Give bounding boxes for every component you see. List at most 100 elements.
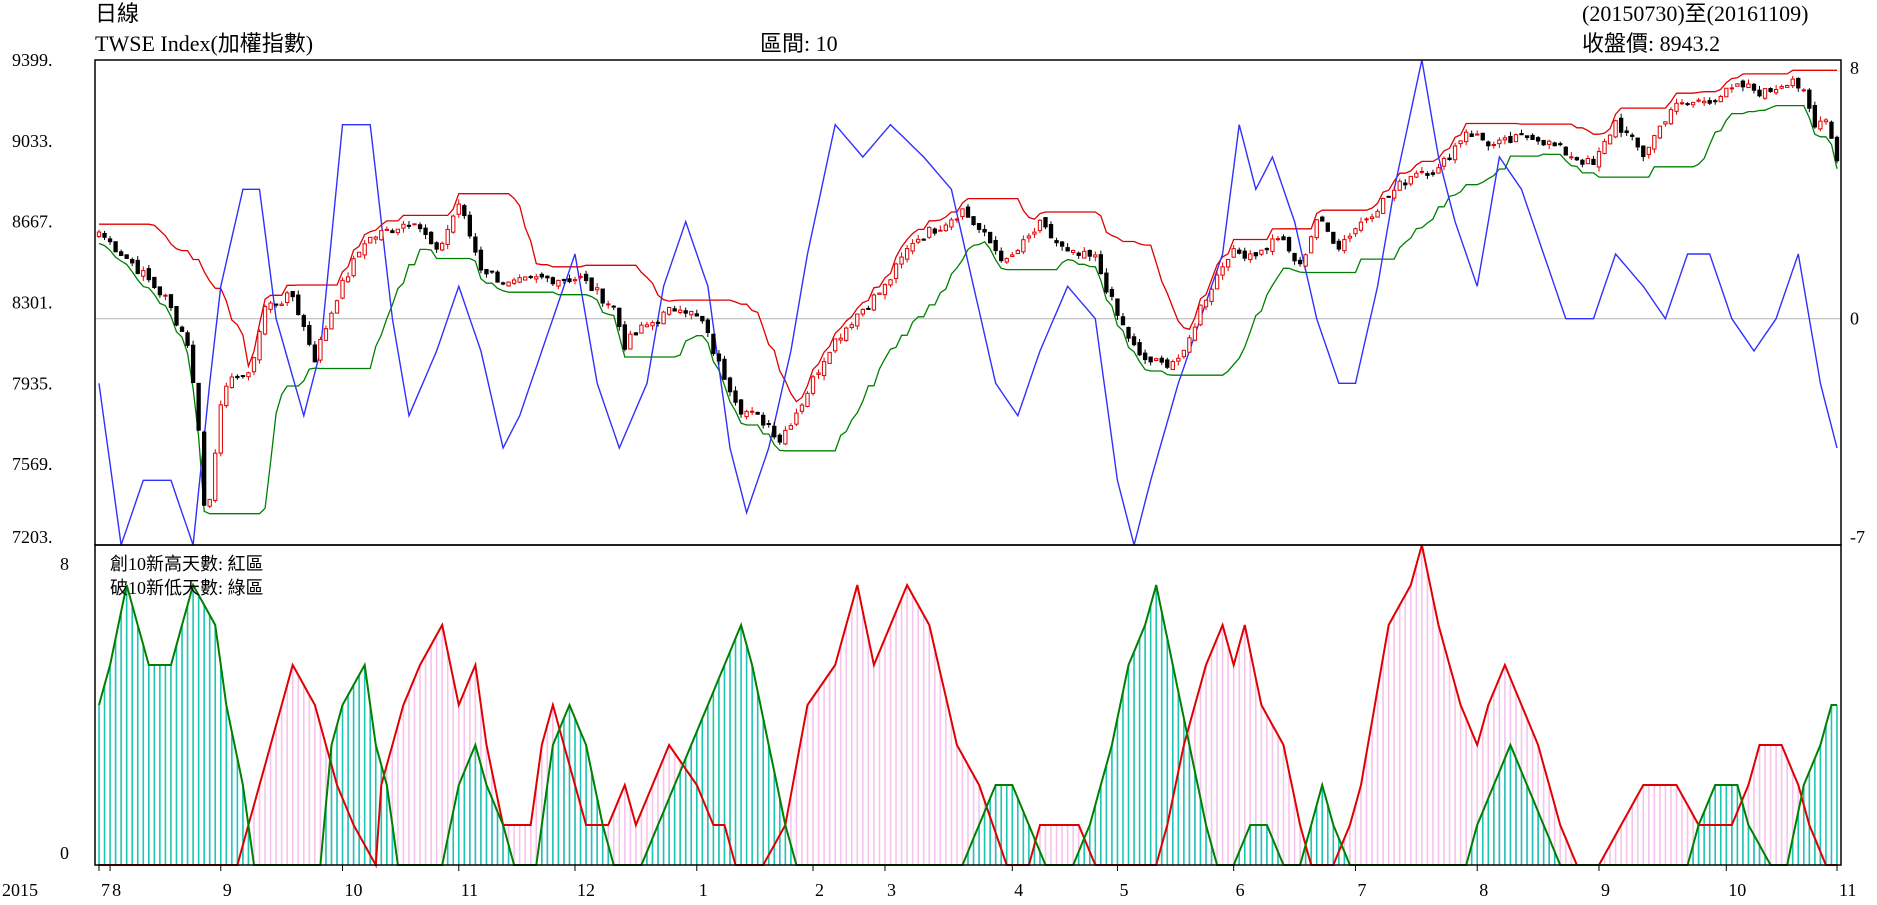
candle-body xyxy=(572,279,578,282)
candle xyxy=(1386,195,1391,198)
candle xyxy=(1707,97,1712,105)
candle xyxy=(1126,326,1131,342)
candle-body xyxy=(1314,219,1319,239)
candle-body xyxy=(1641,145,1646,158)
candle-body xyxy=(1104,272,1109,293)
candle xyxy=(1779,84,1784,90)
candle-body xyxy=(672,308,677,312)
candle-body xyxy=(174,305,179,326)
candle xyxy=(1082,247,1087,259)
ten-day-high-line xyxy=(99,69,1837,403)
candle xyxy=(1275,235,1281,242)
candle-body xyxy=(478,249,484,271)
candle-body xyxy=(1607,134,1613,145)
candle-body xyxy=(1109,288,1115,297)
candle xyxy=(1165,357,1170,370)
candle-body xyxy=(356,251,362,258)
candle xyxy=(550,276,556,287)
candle-body xyxy=(135,259,140,275)
candle-body xyxy=(1203,299,1209,308)
candle xyxy=(727,376,733,397)
candle xyxy=(1209,285,1214,306)
candle xyxy=(451,214,456,234)
candle-body xyxy=(1237,249,1242,254)
candle xyxy=(838,333,843,344)
candle-body xyxy=(855,313,860,327)
candle xyxy=(572,276,578,285)
candle xyxy=(1237,247,1242,255)
candle xyxy=(1674,98,1679,115)
candle-body xyxy=(484,268,489,275)
candle-body xyxy=(639,324,644,334)
candle xyxy=(1607,134,1613,145)
month-label: 4 xyxy=(1014,880,1023,900)
candle xyxy=(1369,213,1375,223)
candle-body xyxy=(229,376,235,389)
candle-body xyxy=(1192,326,1198,341)
candle-body xyxy=(949,219,954,228)
candle xyxy=(345,272,351,283)
candle-body xyxy=(1325,222,1330,232)
candle-body xyxy=(1668,109,1674,125)
month-label: 5 xyxy=(1119,880,1128,900)
price-tick-label: 9033. xyxy=(12,131,53,151)
candle-body xyxy=(838,337,843,341)
month-label: 8 xyxy=(1479,880,1488,900)
candle xyxy=(240,375,246,379)
candle xyxy=(1048,221,1054,239)
candle xyxy=(1685,102,1690,107)
candle-body xyxy=(1524,135,1530,138)
candle xyxy=(1430,169,1436,177)
candle-body xyxy=(412,223,417,226)
candle xyxy=(1225,258,1231,272)
candle-body xyxy=(694,313,699,317)
candle xyxy=(1392,186,1397,202)
candle xyxy=(871,293,877,312)
candle-body xyxy=(622,324,627,350)
candle-body xyxy=(1231,248,1236,258)
candle xyxy=(827,351,832,364)
price-tick-label: 7569. xyxy=(12,454,53,474)
candle xyxy=(1469,130,1474,138)
candle xyxy=(545,275,550,283)
candle-body xyxy=(1076,252,1081,256)
candle-body xyxy=(1585,157,1591,165)
candle xyxy=(622,320,627,352)
candle xyxy=(523,276,528,281)
candle-body xyxy=(1535,137,1541,142)
candle-body xyxy=(810,376,816,394)
candle-body xyxy=(916,238,921,243)
range-indicator: 區間: 10 xyxy=(760,32,838,56)
candle xyxy=(1436,163,1441,174)
candle-body xyxy=(943,224,949,232)
candle-body xyxy=(1414,172,1419,178)
candle xyxy=(628,330,633,350)
candle xyxy=(1524,135,1530,141)
candle-body xyxy=(141,270,146,277)
candle xyxy=(102,230,107,241)
candle-body xyxy=(224,385,229,407)
candle xyxy=(1425,171,1430,180)
candle xyxy=(1635,137,1640,151)
candle xyxy=(749,407,755,416)
candle-body xyxy=(700,315,705,322)
candle-body xyxy=(1026,235,1032,239)
candle-body xyxy=(1724,87,1729,98)
candle xyxy=(738,399,744,418)
candle xyxy=(1314,219,1319,241)
candle xyxy=(1652,134,1657,153)
candle-body xyxy=(832,338,838,352)
candle-body xyxy=(273,303,279,306)
candle xyxy=(938,225,943,232)
candle xyxy=(434,241,439,253)
candle-body xyxy=(711,333,716,355)
candle-body xyxy=(1701,100,1707,104)
candle-body xyxy=(440,242,445,251)
candle xyxy=(1801,88,1806,93)
candle-body xyxy=(307,324,312,345)
candle-body xyxy=(451,215,456,233)
candle xyxy=(268,300,273,313)
candle xyxy=(1729,84,1734,93)
candle-body xyxy=(495,271,500,283)
candle xyxy=(1115,298,1120,320)
